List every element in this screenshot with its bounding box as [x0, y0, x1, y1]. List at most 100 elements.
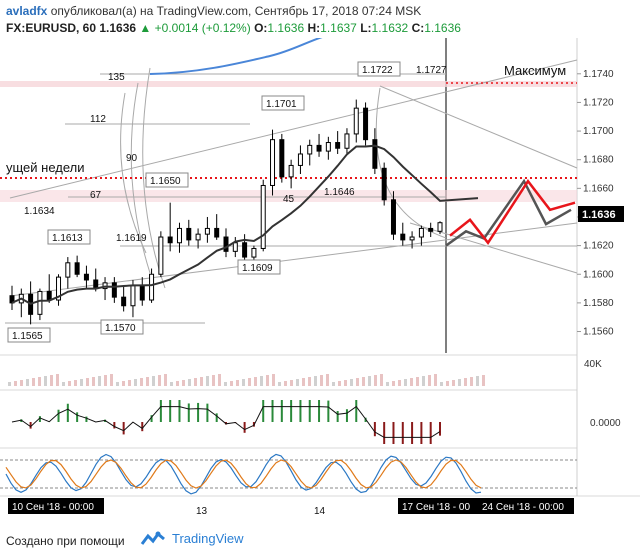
low-value: 1.1632	[371, 21, 409, 35]
candle-body-40	[381, 167, 387, 201]
fan-90: 90	[126, 153, 138, 164]
volume-bar-17	[110, 374, 113, 386]
volume-bar-51	[314, 376, 317, 386]
time-axis[interactable]: 10 Сен '18 - 00:00 13 14 17 Сен '18 - 00…	[8, 498, 574, 517]
candle-body-37	[353, 107, 359, 135]
label-1.1722: 1.1722	[362, 65, 393, 76]
candle-body-12	[121, 296, 127, 307]
text-maximum: Максимум	[504, 63, 566, 78]
label-1.1701: 1.1701	[266, 99, 297, 110]
open-label: O:	[254, 21, 268, 35]
fan-67: 67	[90, 190, 102, 201]
volume-bar-14	[92, 377, 95, 386]
tradingview-name: TradingView	[172, 530, 244, 546]
label-1.1727: 1.1727	[416, 65, 447, 76]
projection-gray-line	[445, 178, 572, 247]
volume-bar-61	[374, 375, 377, 386]
volume-bar-26	[164, 374, 167, 386]
candle-body-18	[176, 227, 182, 244]
label-1.1650: 1.1650	[150, 176, 181, 187]
price-tick-8: 1.1580	[583, 298, 614, 309]
volume-bar-43	[266, 375, 269, 386]
candle-body-27	[260, 184, 266, 249]
volume-bar-79	[482, 375, 485, 386]
volume-bar-18	[116, 382, 119, 386]
price-tick-6: 1.1620	[583, 241, 614, 252]
tradingview-brand[interactable]: TradingView	[140, 530, 244, 546]
candlestick-series	[9, 99, 443, 325]
volume-bar-27	[170, 382, 173, 386]
price-axis[interactable]: 1.17401.17201.17001.16801.16601.16401.16…	[577, 69, 614, 338]
candle-body-28	[270, 139, 276, 186]
tradingview-logo-icon	[140, 531, 165, 545]
price-tick-7: 1.1600	[583, 269, 614, 280]
candle-body-23	[223, 236, 229, 252]
time-label-24: 24 Сен '18 - 00:00	[482, 502, 564, 513]
publish-line: avladfx опубликовал(а) на TradingView.co…	[6, 4, 421, 18]
candle-body-32	[307, 144, 313, 155]
label-1.1565: 1.1565	[12, 331, 43, 342]
volume-bar-41	[254, 377, 257, 386]
volume-bar-33	[206, 376, 209, 386]
symbol-label[interactable]: FX:EURUSD, 60	[6, 21, 97, 35]
volume-bar-19	[122, 381, 125, 386]
candle-body-42	[400, 233, 406, 241]
candle-body-46	[437, 222, 443, 232]
volume-bar-10	[68, 381, 71, 386]
time-label-start: 10 Сен '18 - 00:00	[12, 502, 94, 513]
candle-body-30	[288, 164, 294, 178]
volume-bar-40	[248, 378, 251, 386]
volume-bar-20	[128, 380, 131, 386]
candle-body-43	[409, 236, 415, 241]
volume-bar-77	[470, 377, 473, 386]
up-arrow-icon: ▲	[139, 21, 152, 35]
volume-bar-21	[134, 379, 137, 386]
author-link[interactable]: avladfx	[6, 4, 48, 18]
volume-bar-54	[332, 382, 335, 386]
macd-axis-tick: 0.0000	[590, 418, 621, 429]
stochastic-k-line	[5, 453, 482, 495]
volume-bar-74	[452, 380, 455, 386]
volume-bar-4	[32, 378, 35, 386]
current-price-tag: 1.1636	[578, 206, 624, 222]
candle-body-44	[418, 227, 424, 238]
candle-body-38	[363, 107, 369, 141]
volume-bar-24	[152, 376, 155, 386]
created-with-text: Создано при помощи	[6, 534, 125, 548]
last-price: 1.1636	[99, 21, 137, 35]
volume-bar-36	[224, 382, 227, 386]
publish-text: опубликовал(а) на TradingView.com, Сентя…	[50, 4, 422, 18]
candle-body-24	[232, 242, 238, 252]
high-value: 1.1637	[320, 21, 357, 35]
time-label-13: 13	[196, 506, 208, 517]
open-value: 1.1636	[267, 21, 305, 35]
time-label-14: 14	[314, 506, 326, 517]
price-tick-3: 1.1680	[583, 155, 614, 166]
volume-bar-32	[200, 377, 203, 386]
volume-bar-69	[422, 376, 425, 386]
symbol-line: FX:EURUSD, 60 1.1636 ▲ +0.0014 (+0.12%) …	[6, 21, 461, 35]
close-value: 1.1636	[424, 21, 461, 35]
volume-bar-9	[62, 382, 65, 386]
candle-body-36	[344, 133, 350, 149]
volume-bar-25	[158, 375, 161, 386]
volume-bar-5	[38, 377, 41, 386]
volume-bar-37	[230, 381, 233, 386]
volume-bar-57	[350, 379, 353, 386]
label-1.1646: 1.1646	[324, 187, 355, 198]
volume-bar-38	[236, 380, 239, 386]
volume-bar-7	[50, 375, 53, 386]
volume-bar-66	[404, 379, 407, 386]
volume-bar-13	[86, 378, 89, 386]
volume-bar-1	[14, 381, 17, 386]
stochastic-d-line	[5, 459, 482, 489]
candle-body-3	[37, 290, 43, 315]
volume-axis-tick: 40K	[584, 359, 602, 370]
text-prev-week: ущей недели	[6, 160, 85, 175]
candle-body-29	[279, 139, 285, 178]
price-chart[interactable]: 1.1722 1.1727 1.1701 1.1650 1.1646 1.163…	[0, 38, 640, 526]
stochastic-pane	[0, 453, 577, 495]
volume-bar-8	[56, 374, 59, 386]
volume-bar-31	[194, 378, 197, 386]
volume-bar-78	[476, 376, 479, 386]
